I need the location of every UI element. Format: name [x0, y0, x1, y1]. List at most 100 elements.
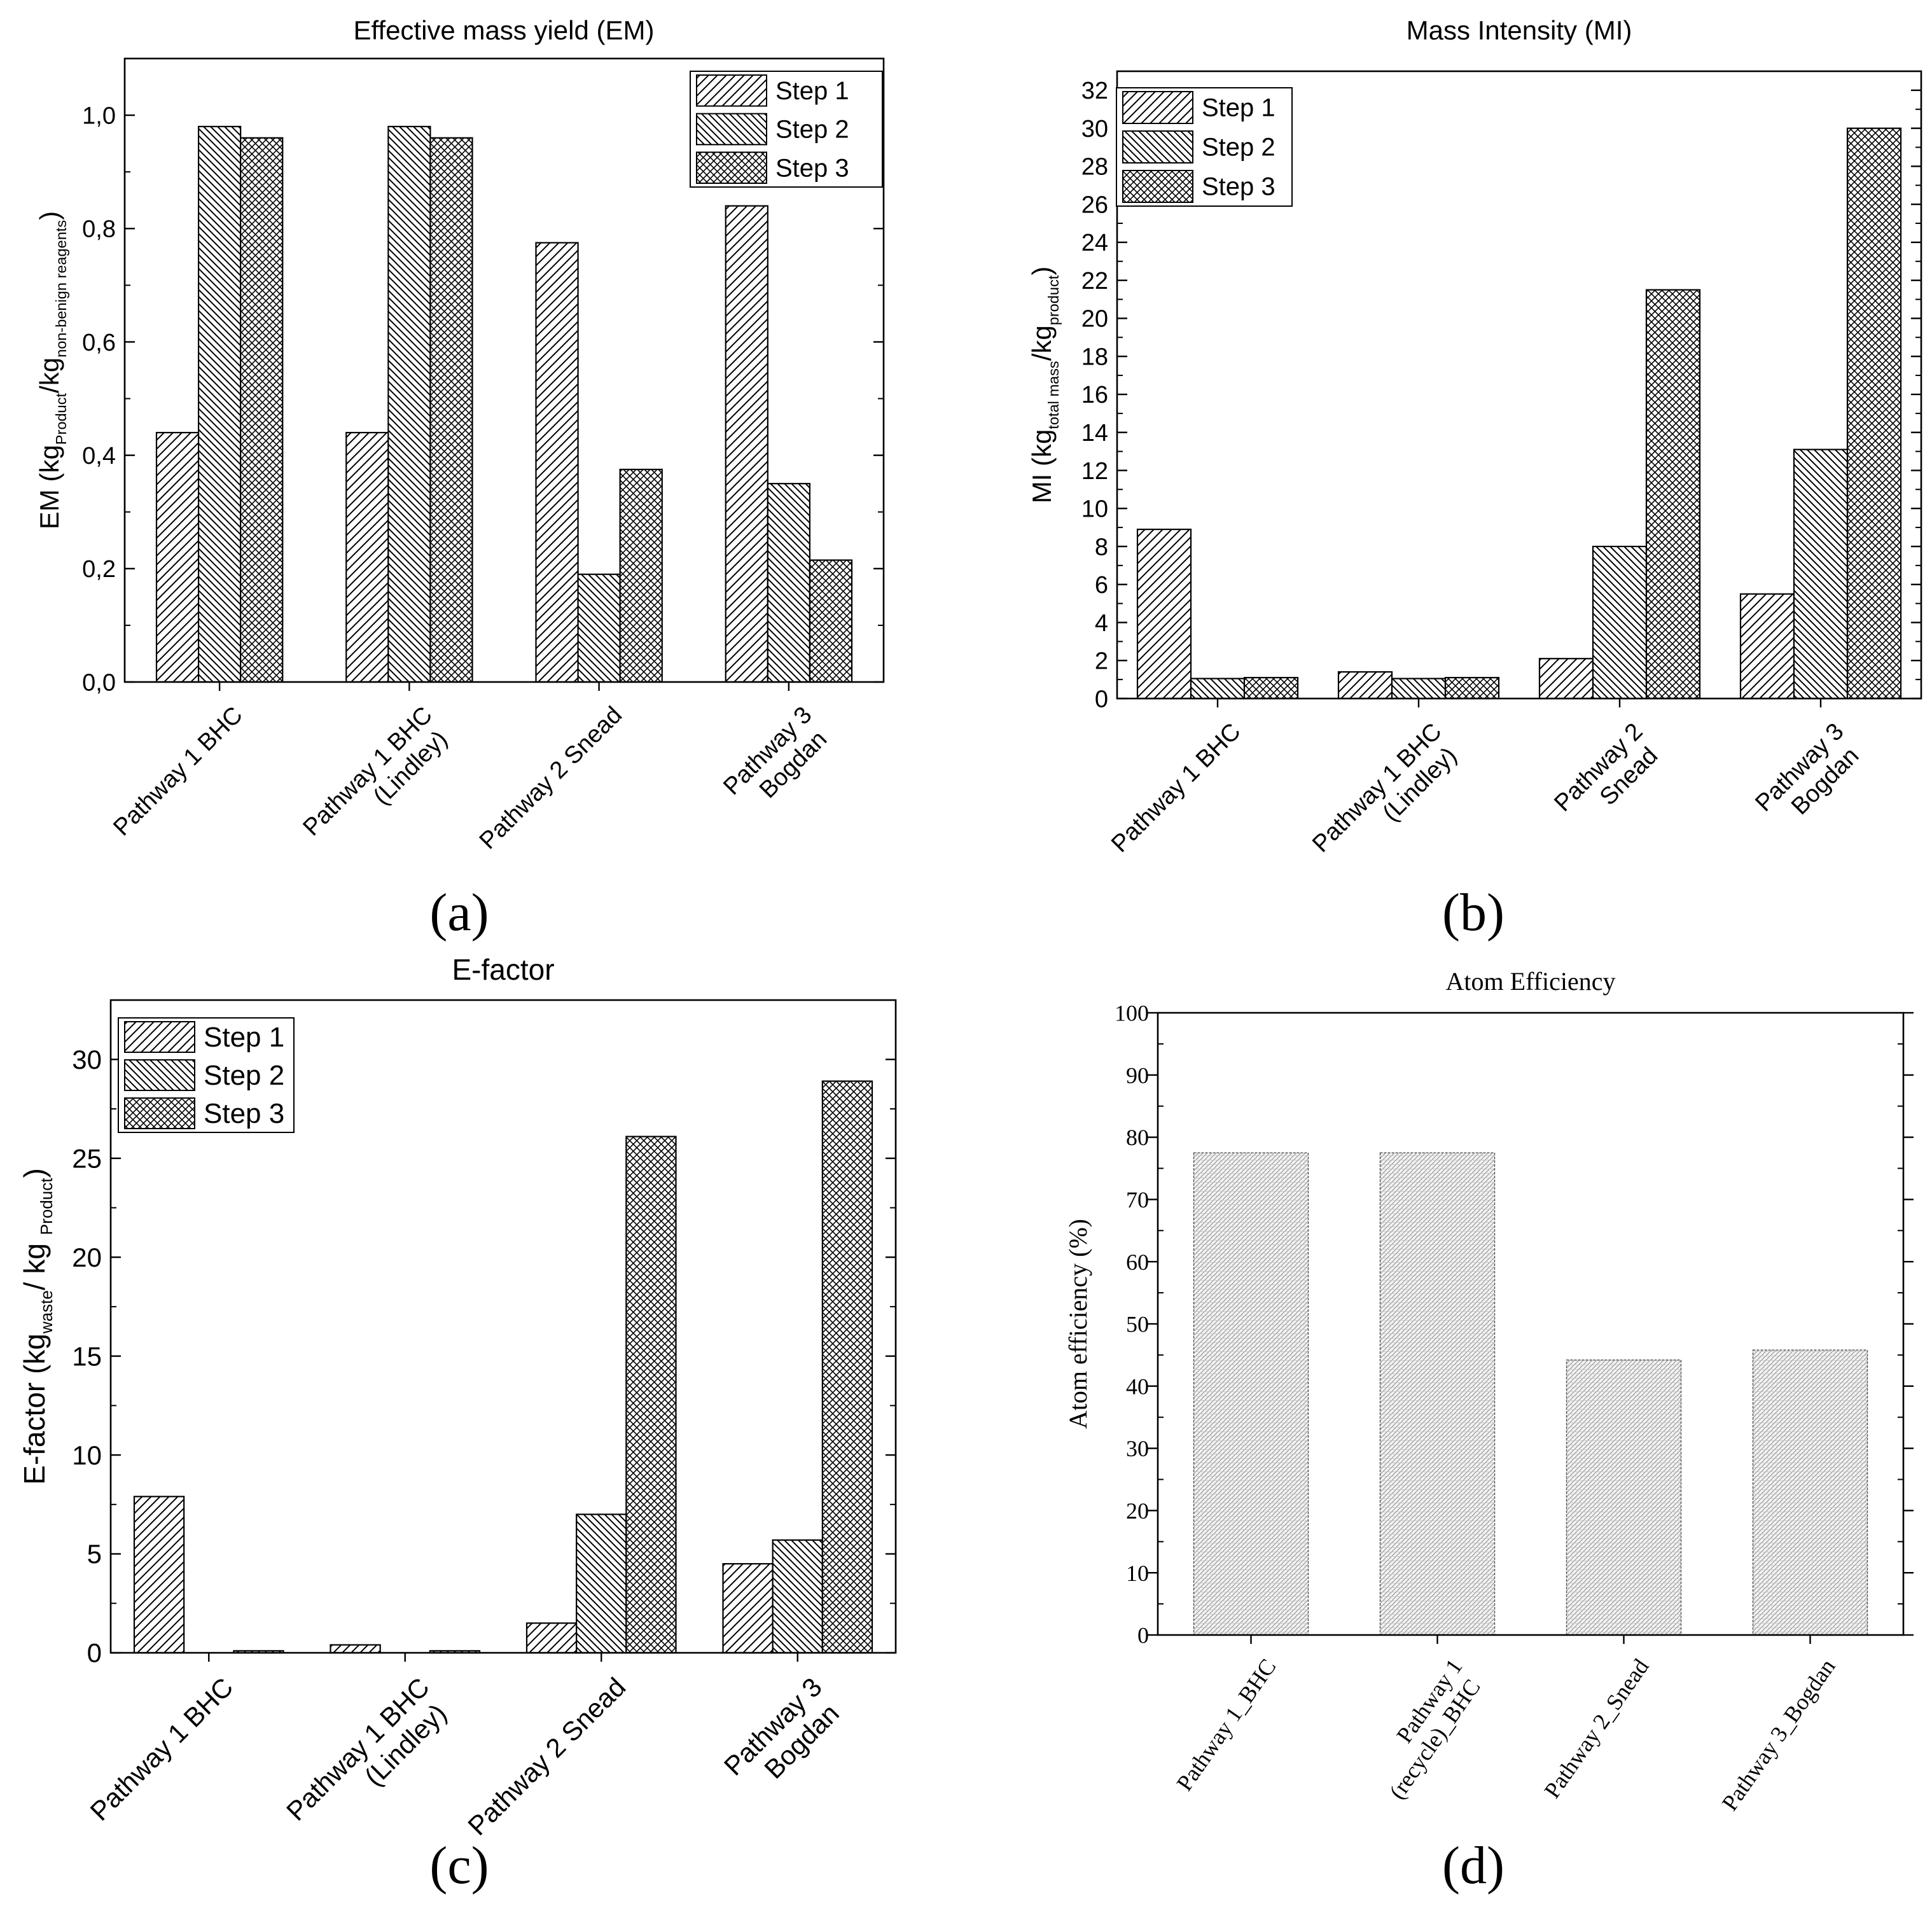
bar-d-s1-c4 [1752, 1349, 1868, 1636]
y-tick-label: 5 [87, 1539, 102, 1569]
legend-swatch-3 [1122, 170, 1193, 203]
x-category-label: Pathway 1 BHC(Lindley) [298, 702, 457, 861]
y-tick-label: 18 [1081, 344, 1108, 370]
panel-label-d: (d) [1442, 1836, 1505, 1895]
y-tick-label: 25 [72, 1143, 102, 1173]
legend-label-1: Step 1 [775, 77, 849, 105]
legend-swatch-2 [124, 1059, 195, 1091]
bar-c-s2-c3 [576, 1513, 627, 1654]
y-tick-label: 6 [1095, 572, 1108, 599]
bar-a-s3-c3 [619, 468, 663, 683]
y-tick-label: 4 [1095, 610, 1108, 637]
bar-a-s2-c1 [197, 125, 242, 683]
bars [1136, 127, 1902, 700]
y-axis-title: MI (kgtotal mass/kgproduct) [1027, 267, 1062, 504]
chart-title: Effective mass yield (EM) [353, 15, 654, 45]
y-tick-label: 15 [72, 1341, 102, 1371]
legend-label-3: Step 3 [775, 154, 849, 182]
bar-b-s1-c3 [1538, 658, 1594, 700]
x-axis: Pathway 1_BHC Pathway 1(recycle)_BHC Pathw… [1171, 1635, 1840, 1815]
bar-a-s1-c2 [345, 431, 389, 683]
chart-title: E-factor [452, 953, 554, 986]
y-axis-title: EM (kgProduct/kgnon-benign reagents) [34, 211, 69, 529]
y-tick-label: 0 [1095, 686, 1108, 713]
x-category-label: Pathway 2_Snead [1539, 1654, 1653, 1802]
bar-d-s1-c3 [1566, 1360, 1682, 1636]
x-category-label: Pathway 2Snead [1549, 718, 1667, 837]
bar-a-s1-c3 [535, 242, 579, 683]
legend-swatch-3 [696, 151, 767, 184]
y-tick-label: 24 [1081, 230, 1108, 256]
bar-b-s3-c1 [1243, 677, 1299, 700]
y-tick-label: 32 [1081, 78, 1108, 104]
y-tick-label: 10 [1081, 496, 1108, 523]
y-tick-label: 0,8 [82, 216, 116, 243]
bar-c-s1-c2 [330, 1644, 381, 1654]
bar-a-s2-c3 [577, 573, 621, 683]
legend-swatch-1 [124, 1021, 195, 1053]
x-category-label: Pathway 3Bogdan [718, 702, 837, 820]
bar-c-s1-c3 [525, 1622, 578, 1654]
bar-c-s3-c3 [625, 1136, 677, 1654]
legend: Step 1 Step 2 Step 3 [1116, 87, 1293, 207]
y-tick-label: 12 [1081, 458, 1108, 485]
y-tick-label: 0,6 [82, 330, 116, 356]
y-tick-label: 20 [1081, 306, 1108, 333]
legend-swatch-1 [696, 74, 767, 107]
legend-label-2: Step 2 [775, 116, 849, 144]
y-tick-label: 20 [1126, 1498, 1149, 1524]
bar-a-s3-c1 [240, 137, 284, 683]
y-tick-label: 30 [1126, 1436, 1149, 1461]
x-category-label: Pathway 3Bogdan [718, 1672, 849, 1803]
y-tick-label: 0,4 [82, 443, 116, 470]
x-axis: Pathway 1 BHC Pathway 1 BHC(Lindley) Pathw… [1106, 699, 1864, 877]
bar-a-s3-c4 [809, 559, 853, 683]
x-axis: Pathway 1 BHC Pathway 1 BHC(Lindley) Pathw… [84, 1653, 849, 1848]
x-category-label: Pathway 1_BHC [1171, 1654, 1281, 1795]
y-tick-label: 10 [1126, 1561, 1149, 1586]
plot-frame [1116, 70, 1922, 700]
bars [1193, 1152, 1868, 1636]
bar-b-s1-c2 [1337, 671, 1393, 700]
x-category-label: Pathway 1 BHC(Lindley) [1307, 718, 1466, 877]
legend-label-1: Step 1 [204, 1022, 284, 1053]
chart-title: Mass Intensity (MI) [1407, 15, 1632, 45]
y-axis-title: Atom efficiency (%) [1064, 1219, 1092, 1429]
x-category-label: Pathway 1 BHC [1106, 718, 1246, 858]
y-tick-label: 0,0 [82, 669, 116, 696]
y-tick-label: 1,0 [82, 102, 116, 129]
x-category-label: Pathway 1(recycle)_BHC [1363, 1654, 1489, 1804]
bar-d-s1-c1 [1193, 1152, 1309, 1636]
x-category-label: Pathway 1 BHC(Lindley) [281, 1672, 457, 1848]
y-tick-label: 30 [72, 1045, 102, 1075]
bar-c-s1-c4 [722, 1562, 774, 1654]
bar-c-s1-c1 [133, 1496, 185, 1654]
bars [133, 1080, 873, 1654]
panel-label-c: (c) [429, 1836, 489, 1895]
chart-a: Effective mass yield (EM) 0,0 0,2 0,4 0,6 0,8… [34, 15, 885, 861]
y-tick-label: 50 [1126, 1312, 1149, 1337]
y-tick-label: 2 [1095, 648, 1108, 675]
bar-b-s1-c1 [1136, 528, 1192, 700]
panel-label-b: (b) [1442, 883, 1505, 942]
y-tick-label: 30 [1081, 116, 1108, 143]
legend-label-2: Step 2 [204, 1060, 284, 1091]
y-tick-label: 8 [1095, 534, 1108, 560]
x-category-label: Pathway 1 BHC [84, 1672, 239, 1826]
y-tick-label: 0,2 [82, 556, 116, 583]
y-tick-label: 100 [1115, 1001, 1149, 1026]
y-tick-label: 80 [1126, 1125, 1149, 1150]
chart-d: Atom Efficiency 0 10 20 30 40 50 60 70 80 90 100 Ato… [1064, 967, 1914, 1815]
y-axis: 0,0 0,2 0,4 0,6 0,8 1,0 [82, 102, 884, 696]
y-axis: 0 5 10 15 20 25 30 [72, 1045, 896, 1668]
legend-label-3: Step 3 [204, 1098, 284, 1129]
bar-b-s1-c4 [1739, 593, 1795, 700]
x-category-label: Pathway 1 BHC [108, 702, 247, 841]
plot-frame [123, 57, 885, 683]
panel-label-a: (a) [429, 883, 489, 942]
legend-label-3: Step 3 [1202, 173, 1275, 201]
legend-swatch-1 [1122, 91, 1193, 124]
bar-a-s1-c1 [155, 431, 200, 683]
